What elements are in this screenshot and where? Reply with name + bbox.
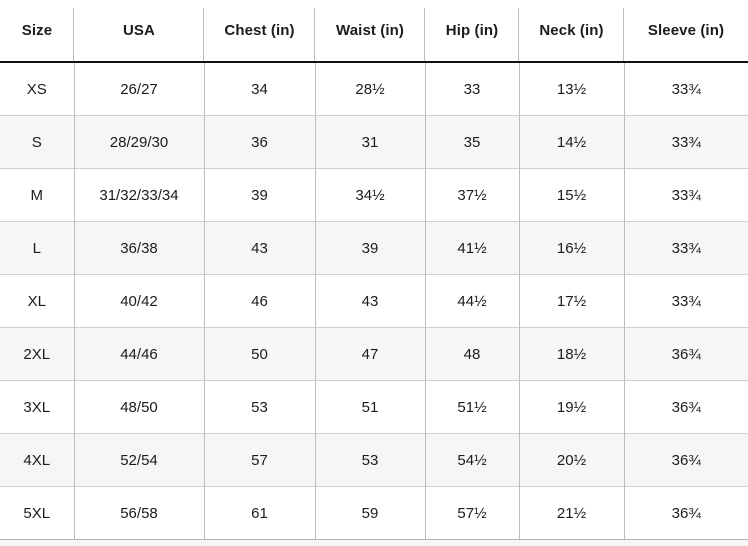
neck-cell: 20½ xyxy=(518,433,624,487)
column-header-hip: Hip (in) xyxy=(424,0,519,63)
neck-cell: 15½ xyxy=(518,168,624,222)
size-cell: 3XL xyxy=(0,380,74,434)
chest-cell: 34 xyxy=(203,62,315,116)
size-cell: XL xyxy=(0,274,74,328)
hip-cell: 41½ xyxy=(424,221,519,275)
chest-cell: 61 xyxy=(203,486,315,539)
sleeve-cell: 33¾ xyxy=(623,62,748,116)
usa-cell: 52/54 xyxy=(73,433,204,487)
usa-cell: 44/46 xyxy=(73,327,204,381)
waist-cell: 53 xyxy=(314,433,425,487)
column-header-usa: USA xyxy=(73,0,204,63)
size-cell: XS xyxy=(26,80,47,98)
chest-cell: 57 xyxy=(203,433,315,487)
column-header-waist: Waist (in) xyxy=(314,0,425,63)
waist-cell: 39 xyxy=(314,221,425,275)
chest-cell: 43 xyxy=(203,221,315,275)
chest-cell: 46 xyxy=(203,274,315,328)
table-row: 3XL 48/50 53 51 51½ 19½ 36¾ xyxy=(0,380,748,434)
size-cell: S xyxy=(0,115,74,169)
table-row: 4XL 52/54 57 53 54½ 20½ 36¾ xyxy=(0,433,748,487)
column-header-chest: Chest (in) xyxy=(203,0,315,63)
usa-cell: 36/38 xyxy=(73,221,204,275)
usa-cell: 31/32/33/34 xyxy=(73,168,204,222)
size-cell: M xyxy=(0,168,74,222)
neck-cell: 17½ xyxy=(518,274,624,328)
hip-cell: 48 xyxy=(424,327,519,381)
chest-cell: 50 xyxy=(203,327,315,381)
hip-cell: 37½ xyxy=(424,168,519,222)
neck-cell: 21½ xyxy=(518,486,624,539)
hip-cell: 35 xyxy=(424,115,519,169)
waist-cell: 28½ xyxy=(314,62,425,116)
neck-cell: 18½ xyxy=(518,327,624,381)
neck-cell: 16½ xyxy=(518,221,624,275)
sleeve-cell: 33¾ xyxy=(623,115,748,169)
header-row: Size USA Chest (in) Waist (in) Hip (in) … xyxy=(0,0,748,63)
sleeve-cell: 36¾ xyxy=(623,486,748,539)
hip-cell: 51½ xyxy=(424,380,519,434)
waist-cell: 59 xyxy=(314,486,425,539)
hip-cell: 57½ xyxy=(424,486,519,539)
neck-cell: 19½ xyxy=(518,380,624,434)
usa-cell: 56/58 xyxy=(73,486,204,539)
sleeve-cell: 36¾ xyxy=(623,380,748,434)
sleeve-cell: 36¾ xyxy=(623,327,748,381)
hip-cell: 54½ xyxy=(424,433,519,487)
table-row: S 28/29/30 36 31 35 14½ 33¾ xyxy=(0,115,748,169)
next-row-partial xyxy=(0,539,748,546)
table-row: 5XL 56/58 61 59 57½ 21½ 36¾ xyxy=(0,486,748,539)
hip-cell: 44½ xyxy=(424,274,519,328)
column-header-neck: Neck (in) xyxy=(518,0,624,63)
column-header-size: Size xyxy=(0,0,74,63)
sleeve-cell: 36¾ xyxy=(623,433,748,487)
table-row: M 31/32/33/34 39 34½ 37½ 15½ 33¾ xyxy=(0,168,748,222)
waist-cell: 43 xyxy=(314,274,425,328)
waist-cell: 31 xyxy=(314,115,425,169)
sleeve-cell: 33¾ xyxy=(623,221,748,275)
chest-cell: 36 xyxy=(203,115,315,169)
table-row: L 36/38 43 39 41½ 16½ 33¾ xyxy=(0,221,748,275)
table-row: 2XL 44/46 50 47 48 18½ 36¾ xyxy=(0,327,748,381)
waist-cell: 34½ xyxy=(314,168,425,222)
waist-cell: 47 xyxy=(314,327,425,381)
waist-cell: 51 xyxy=(314,380,425,434)
neck-cell: 13½ xyxy=(518,62,624,116)
size-cell: 5XL xyxy=(0,486,74,539)
table-row: XS 26/27 34 28½ 33 13½ 33¾ xyxy=(0,62,748,116)
sleeve-cell: 33¾ xyxy=(623,168,748,222)
hip-cell: 33 xyxy=(424,62,519,116)
size-cell: L xyxy=(0,221,74,275)
usa-cell: 28/29/30 xyxy=(73,115,204,169)
usa-cell: 26/27 xyxy=(73,62,204,116)
usa-cell: 48/50 xyxy=(73,380,204,434)
usa-cell: 40/42 xyxy=(73,274,204,328)
size-cell: 4XL xyxy=(0,433,74,487)
chest-cell: 39 xyxy=(203,168,315,222)
table-row: XL 40/42 46 43 44½ 17½ 33¾ xyxy=(0,274,748,328)
chest-cell: 53 xyxy=(203,380,315,434)
neck-cell: 14½ xyxy=(518,115,624,169)
sleeve-cell: 33¾ xyxy=(623,274,748,328)
column-header-sleeve: Sleeve (in) xyxy=(623,0,748,63)
size-cell: 2XL xyxy=(0,327,74,381)
